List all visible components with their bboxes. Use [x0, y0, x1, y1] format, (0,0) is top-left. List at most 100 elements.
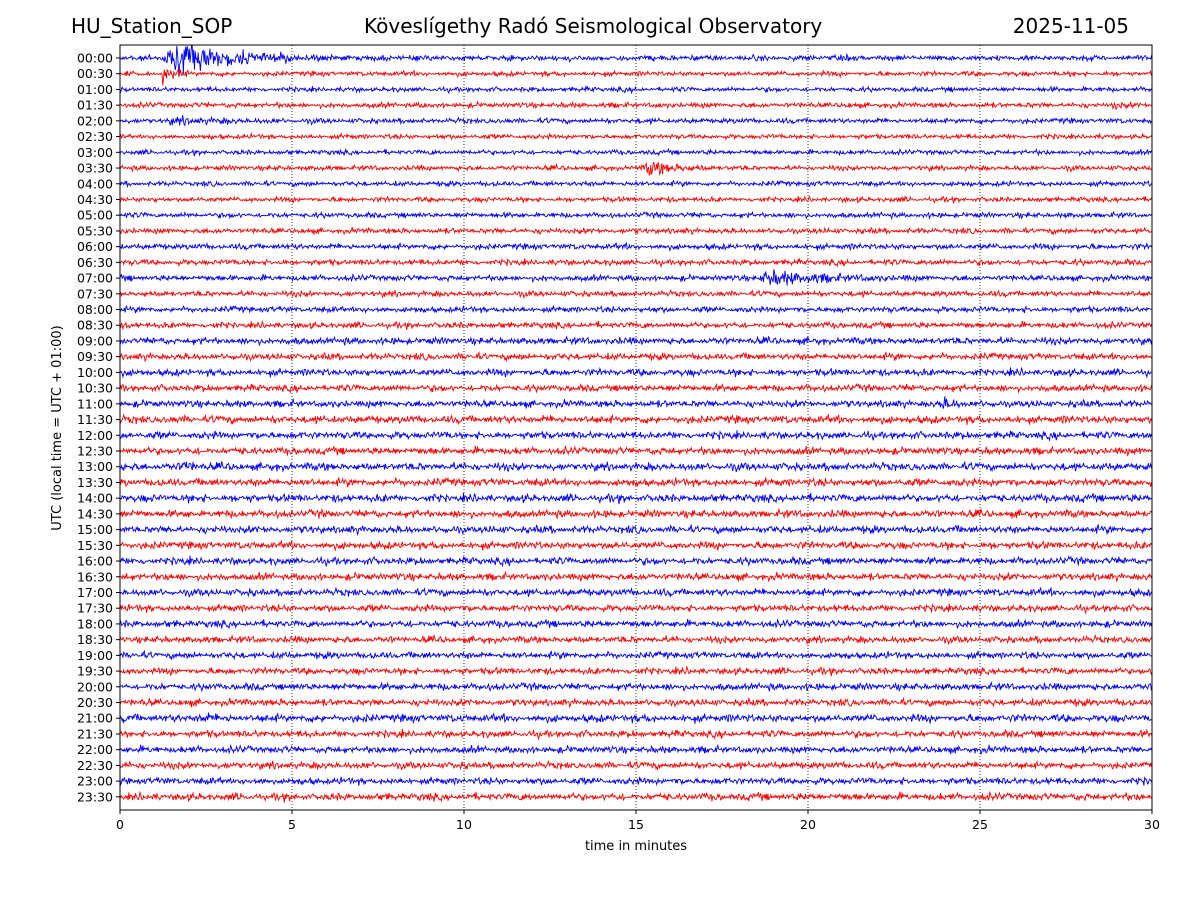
y-tick-label-04:00: 04:00 — [77, 176, 113, 191]
y-tick-label-13:00: 13:00 — [77, 459, 113, 474]
trace-02:30 — [119, 131, 1153, 141]
trace-14:00 — [119, 492, 1153, 505]
trace-03:30 — [119, 161, 1153, 176]
y-tick-label-15:30: 15:30 — [77, 538, 113, 553]
trace-05:30 — [119, 226, 1153, 236]
y-tick-label-01:00: 01:00 — [77, 82, 113, 97]
trace-05:00 — [119, 210, 1153, 221]
observatory-title: Köveslígethy Radó Seismological Observat… — [364, 14, 823, 38]
x-tick-label-0: 0 — [116, 817, 124, 832]
y-tick-label-07:30: 07:30 — [77, 286, 113, 301]
y-tick-label-19:00: 19:00 — [77, 648, 113, 663]
trace-09:00 — [119, 335, 1153, 347]
y-tick-label-18:00: 18:00 — [77, 616, 113, 631]
trace-15:30 — [119, 539, 1153, 552]
y-axis-label: UTC (local time = UTC + 01:00) — [50, 325, 65, 530]
trace-04:00 — [119, 179, 1153, 189]
y-tick-label-17:00: 17:00 — [77, 585, 113, 600]
x-tick-label-25: 25 — [972, 817, 988, 832]
trace-11:00 — [119, 396, 1153, 410]
trace-19:30 — [119, 665, 1153, 677]
y-tick-label-18:30: 18:30 — [77, 632, 113, 647]
trace-12:00 — [119, 430, 1153, 442]
y-tick-label-10:00: 10:00 — [77, 365, 113, 380]
trace-21:30 — [119, 728, 1153, 741]
trace-21:00 — [119, 712, 1153, 725]
y-tick-label-19:30: 19:30 — [77, 664, 113, 679]
trace-00:00 — [119, 45, 1153, 77]
y-tick-label-12:30: 12:30 — [77, 444, 113, 459]
trace-13:00 — [119, 460, 1153, 473]
y-tick-label-00:00: 00:00 — [77, 51, 113, 66]
y-tick-label-15:00: 15:00 — [77, 522, 113, 537]
y-tick-label-22:30: 22:30 — [77, 758, 113, 773]
trace-22:00 — [119, 743, 1153, 756]
trace-10:30 — [119, 382, 1153, 394]
y-tick-label-03:30: 03:30 — [77, 161, 113, 176]
x-tick-label-30: 30 — [1144, 817, 1160, 832]
y-tick-label-09:00: 09:00 — [77, 333, 113, 348]
trace-22:30 — [119, 759, 1153, 772]
y-tick-label-16:00: 16:00 — [77, 554, 113, 569]
y-tick-label-21:00: 21:00 — [77, 711, 113, 726]
y-tick-label-08:00: 08:00 — [77, 302, 113, 317]
x-tick-label-5: 5 — [288, 817, 296, 832]
x-tick-label-15: 15 — [628, 817, 644, 832]
record-date: 2025-11-05 — [1012, 14, 1129, 38]
y-tick-label-09:30: 09:30 — [77, 349, 113, 364]
y-tick-labels: 00:0000:3001:0001:3002:0002:3003:0003:30… — [77, 51, 120, 804]
trace-08:30 — [119, 320, 1153, 331]
trace-07:30 — [119, 288, 1153, 300]
y-tick-label-17:30: 17:30 — [77, 601, 113, 616]
trace-01:30 — [119, 100, 1153, 111]
y-tick-label-11:30: 11:30 — [77, 412, 113, 427]
trace-07:00 — [119, 269, 1153, 286]
trace-18:00 — [119, 618, 1153, 630]
trace-11:30 — [119, 413, 1153, 426]
trace-10:00 — [119, 366, 1153, 379]
trace-08:00 — [119, 304, 1153, 315]
y-tick-label-14:30: 14:30 — [77, 506, 113, 521]
trace-17:00 — [119, 586, 1153, 599]
y-tick-label-20:00: 20:00 — [77, 679, 113, 694]
y-tick-label-05:30: 05:30 — [77, 223, 113, 238]
y-tick-label-04:30: 04:30 — [77, 192, 113, 207]
y-tick-label-08:30: 08:30 — [77, 318, 113, 333]
trace-23:30 — [119, 790, 1153, 803]
y-tick-label-22:00: 22:00 — [77, 742, 113, 757]
trace-02:00 — [119, 115, 1153, 127]
vertical-gridlines — [291, 45, 981, 810]
y-tick-label-16:30: 16:30 — [77, 569, 113, 584]
y-tick-label-03:00: 03:00 — [77, 145, 113, 160]
trace-04:30 — [119, 194, 1153, 205]
y-tick-label-02:00: 02:00 — [77, 113, 113, 128]
x-axis-label: time in minutes — [585, 839, 687, 854]
x-tick-labels: 0 5 10 15 20 25 30 — [116, 810, 1160, 832]
trace-12:30 — [119, 444, 1153, 457]
y-tick-label-23:30: 23:30 — [77, 789, 113, 804]
y-tick-label-23:00: 23:00 — [77, 774, 113, 789]
y-tick-label-06:30: 06:30 — [77, 255, 113, 270]
y-tick-label-11:00: 11:00 — [77, 396, 113, 411]
trace-18:30 — [119, 634, 1153, 646]
trace-19:00 — [119, 649, 1153, 661]
y-tick-label-14:00: 14:00 — [77, 491, 113, 506]
station-name: HU_Station_SOP — [71, 14, 233, 38]
y-tick-label-10:30: 10:30 — [77, 381, 113, 396]
y-tick-label-13:30: 13:30 — [77, 475, 113, 490]
trace-16:30 — [119, 570, 1153, 583]
y-tick-label-12:00: 12:00 — [77, 428, 113, 443]
y-tick-label-07:00: 07:00 — [77, 271, 113, 286]
trace-23:00 — [119, 776, 1153, 787]
y-tick-label-21:30: 21:30 — [77, 726, 113, 741]
seismic-traces — [119, 45, 1153, 803]
y-tick-label-02:30: 02:30 — [77, 129, 113, 144]
y-tick-label-06:00: 06:00 — [77, 239, 113, 254]
y-tick-label-00:30: 00:30 — [77, 66, 113, 81]
trace-13:30 — [119, 476, 1153, 488]
trace-06:30 — [119, 257, 1153, 268]
trace-09:30 — [119, 351, 1153, 363]
trace-16:00 — [119, 555, 1153, 568]
trace-01:00 — [119, 84, 1153, 95]
trace-00:30 — [119, 68, 1153, 86]
